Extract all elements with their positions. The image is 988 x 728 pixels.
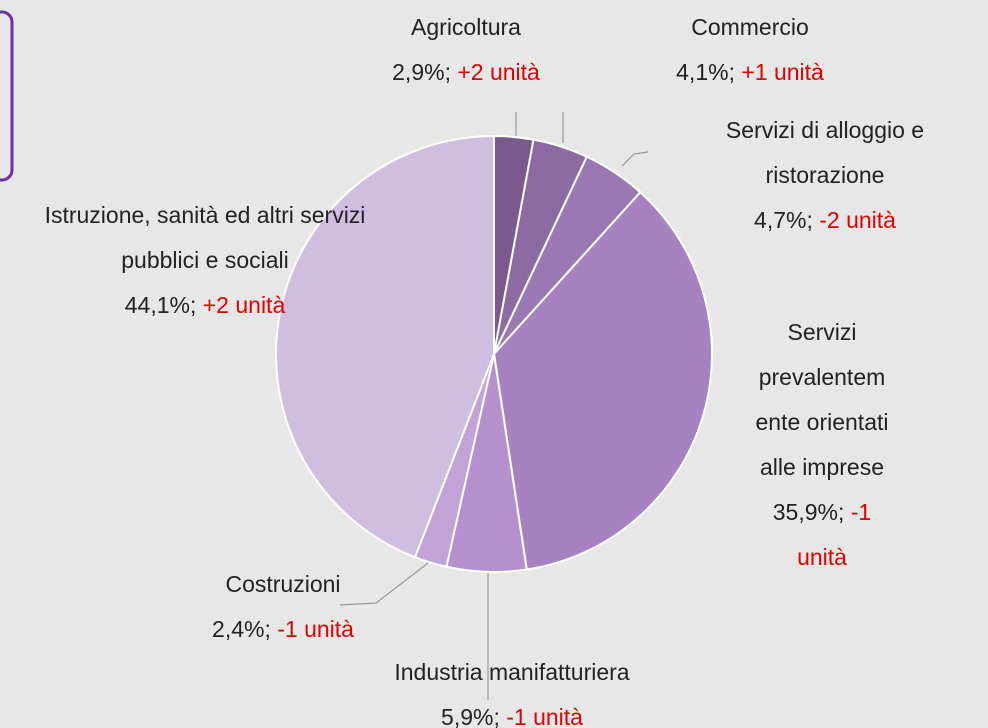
change-label: -1 unità (277, 616, 354, 642)
pie-slice (492, 190, 713, 571)
slice-label: Costruzioni 2,4%; -1 unità (153, 562, 413, 652)
category-name: Industria manifatturiera (394, 659, 630, 685)
category-name: Servizi prevalentemente orientati alle i… (755, 319, 889, 480)
change-label: +2 unità (202, 292, 286, 318)
change-label: +2 unità (457, 59, 540, 85)
category-name: Commercio (691, 14, 809, 40)
category-name: Istruzione, sanità ed altri servizi pubb… (44, 202, 366, 273)
value-label: 2,4%; (212, 616, 271, 642)
pie-slice (275, 134, 495, 559)
slice-label: Servizi di alloggio e ristorazione 4,7%; … (675, 108, 975, 243)
category-name: Costruzioni (225, 571, 341, 597)
category-name: Servizi di alloggio e ristorazione (725, 117, 925, 188)
change-label: -1 unità (797, 499, 872, 570)
value-label: 2,9%; (392, 59, 451, 85)
slice-label: Commercio 4,1%; +1 unità (630, 5, 870, 95)
value-label: 44,1%; (124, 292, 197, 318)
value-label: 4,7%; (754, 207, 813, 233)
leader-lines (339, 112, 649, 700)
slice-label: Istruzione, sanità ed altri servizi pubb… (5, 193, 405, 328)
value-label: 5,9%; (441, 704, 500, 728)
change-label: +1 unità (741, 59, 824, 85)
slice-label: Agricoltura 2,9%; +2 unità (346, 5, 586, 95)
slice-label: Industria manifatturiera 5,9%; -1 unità (312, 650, 712, 728)
change-label: -2 unità (819, 207, 896, 233)
frame (0, 10, 14, 182)
category-name: Agricoltura (411, 14, 521, 40)
change-label: -1 unità (506, 704, 583, 728)
value-label: 4,1%; (676, 59, 735, 85)
value-label: 35,9%; (772, 499, 845, 525)
slice-label: Servizi prevalentemente orientati alle i… (754, 310, 890, 580)
